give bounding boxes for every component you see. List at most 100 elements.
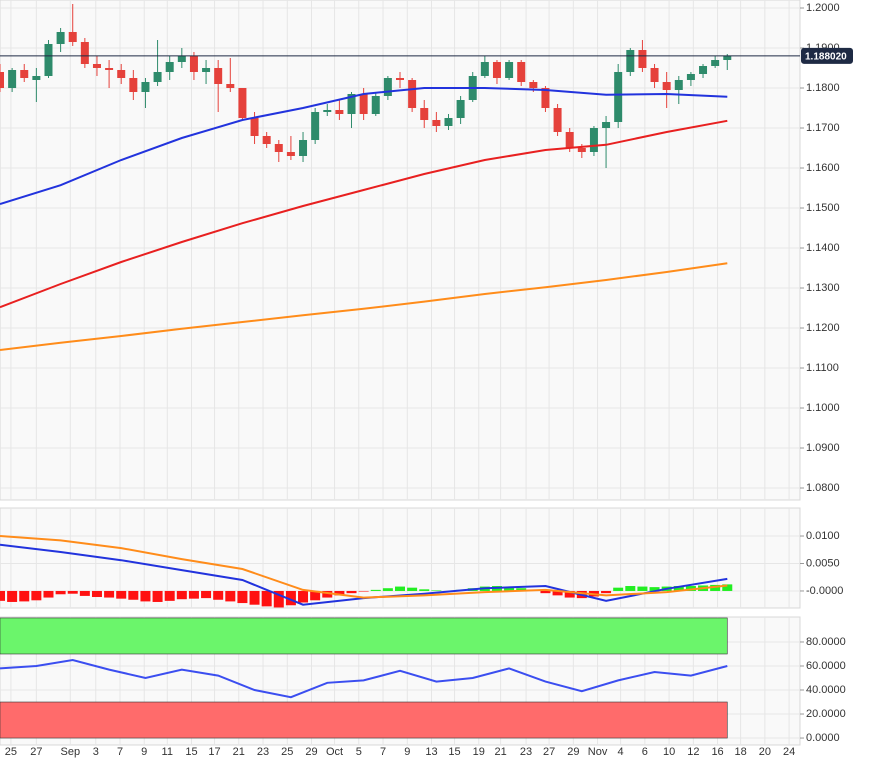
candle-body [383, 78, 392, 96]
histogram-bar [504, 587, 515, 591]
y-tick-label: 1.1000 [806, 402, 840, 414]
candle-body [117, 70, 126, 78]
histogram-bar [346, 590, 357, 594]
candle-body [614, 72, 623, 122]
x-tick-label: 19 [473, 746, 485, 758]
indicator-line [0, 535, 728, 599]
y-tick-label: 1.1100 [806, 362, 839, 374]
candle-body [311, 112, 320, 140]
candle-body [626, 50, 635, 72]
candle-body [456, 100, 465, 118]
x-tick-label: 3 [93, 746, 99, 758]
candle-body [335, 110, 344, 114]
x-tick-label: 12 [687, 746, 699, 758]
y-tick-label: 1.1500 [806, 202, 840, 214]
histogram-bar [225, 590, 236, 602]
histogram-bar [334, 590, 345, 596]
x-tick-label: 16 [711, 746, 723, 758]
candle-body [32, 76, 41, 80]
candle-body [723, 56, 732, 60]
candle-body [92, 64, 101, 68]
candle-body [56, 32, 65, 44]
last-price-label: 1.188020 [805, 52, 847, 63]
histogram-bar [0, 590, 5, 601]
candle-body [129, 78, 138, 92]
candle-body [286, 152, 295, 156]
x-tick-label: 18 [734, 746, 746, 758]
histogram-bar [104, 590, 115, 598]
y-tick-label: 0.0100 [806, 530, 840, 542]
y-tick-label: 1.1800 [806, 82, 840, 94]
candle-body [396, 78, 404, 80]
x-tick-label: 25 [281, 746, 293, 758]
candle-body [68, 32, 77, 42]
histogram-bar [237, 590, 248, 604]
x-tick-label: 27 [543, 746, 555, 758]
indicator-line [0, 658, 728, 699]
histogram-bar [407, 587, 418, 591]
y-tick-label: 60.0000 [806, 660, 846, 672]
x-tick-label: 21 [494, 746, 506, 758]
x-tick-label: 24 [783, 746, 795, 758]
candle-body [347, 94, 356, 114]
y-tick-label: 0.0050 [806, 557, 840, 569]
histogram-bar [564, 590, 575, 598]
x-tick-label: 5 [356, 746, 362, 758]
candle-body [202, 68, 211, 72]
x-tick-label: Sep [61, 746, 81, 758]
candle-body [323, 110, 332, 112]
x-tick-label: 25 [5, 746, 17, 758]
candle-body [638, 50, 647, 68]
histogram-bar [625, 586, 636, 591]
histogram-bar [431, 590, 442, 591]
candle-body [371, 96, 380, 114]
candle-body [553, 108, 562, 132]
x-tick-label: 6 [642, 746, 648, 758]
histogram-bar [188, 590, 199, 599]
candle-body [299, 140, 308, 156]
candle-body [674, 80, 683, 90]
x-tick-label: 7 [380, 746, 386, 758]
candle-body [650, 68, 659, 82]
histogram-bar [176, 590, 187, 600]
histogram-bar [370, 589, 381, 591]
x-tick-label: Nov [588, 746, 608, 758]
histogram-bar [31, 590, 42, 601]
candle-body [8, 70, 17, 88]
x-tick-label: 29 [567, 746, 579, 758]
histogram-bar [164, 590, 175, 601]
x-tick-label: 23 [520, 746, 532, 758]
histogram-bar [261, 590, 272, 607]
x-tick-label: 15 [185, 746, 197, 758]
x-tick-label: 20 [759, 746, 771, 758]
y-tick-label: 1.1600 [806, 162, 840, 174]
y-tick-label: 1.0900 [806, 442, 840, 454]
histogram-bar [79, 590, 90, 596]
histogram-bar [43, 590, 54, 598]
candle-body [480, 62, 489, 76]
histogram-bar [419, 589, 430, 591]
histogram-bar [19, 590, 30, 602]
histogram-bar [673, 586, 684, 591]
histogram-bar [613, 587, 624, 591]
candle-body [589, 128, 598, 152]
candle-body [141, 82, 150, 92]
candle-body [189, 56, 198, 72]
y-tick-label: -0.0000 [806, 585, 843, 597]
histogram-bar [249, 590, 260, 605]
candle-body [420, 108, 429, 120]
histogram-bar [395, 586, 405, 591]
histogram-bar [7, 590, 18, 602]
candle-body [529, 82, 538, 88]
x-tick-label: 11 [162, 746, 173, 758]
histogram-bar [637, 586, 648, 591]
histogram-bar [310, 590, 321, 601]
candle-body [662, 82, 671, 90]
y-tick-label: 40.0000 [806, 684, 846, 696]
histogram-bar [382, 588, 393, 591]
y-tick-label: 0.0000 [806, 732, 840, 744]
x-tick-label: 15 [448, 746, 460, 758]
candle-body [565, 132, 574, 148]
histogram-bar [298, 590, 309, 603]
